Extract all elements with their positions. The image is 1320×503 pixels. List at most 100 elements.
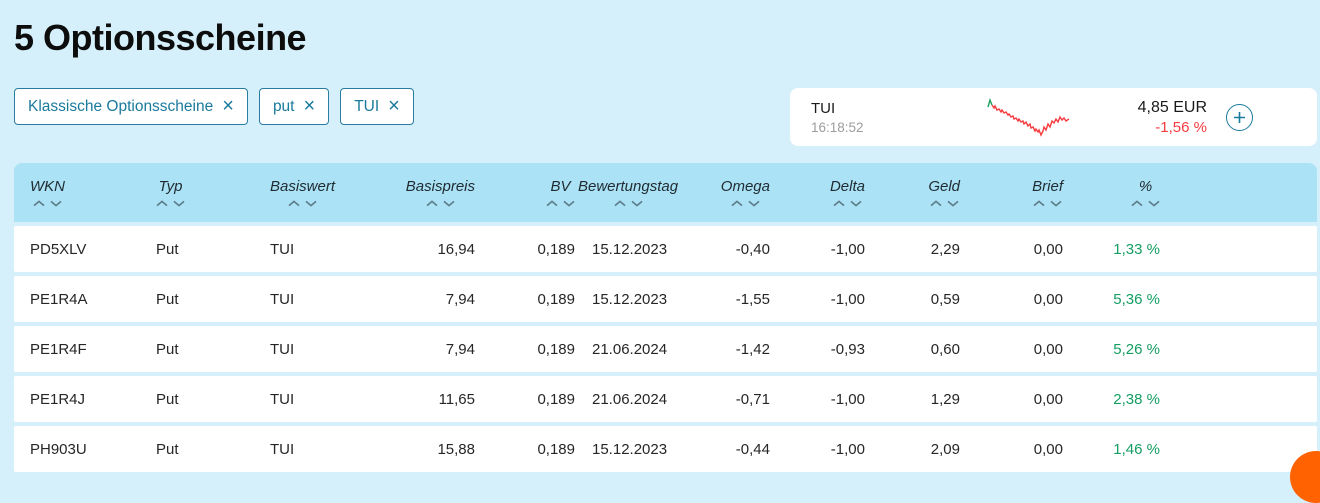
sort-header-bewertungstag[interactable]: Bewertungstag [575, 163, 697, 222]
sort-icons [288, 200, 317, 207]
sort-desc-icon[interactable] [748, 200, 760, 207]
sort-header-typ[interactable]: Typ [154, 163, 266, 222]
quote-card[interactable]: TUI 16:18:52 4,85 EUR -1,56 % [790, 88, 1317, 146]
filter-chip-put[interactable]: put × [258, 88, 330, 125]
cell-delta: -1,00 [830, 390, 865, 408]
quote-time: 16:18:52 [811, 119, 864, 135]
sort-icons [33, 200, 62, 207]
add-watchlist-button[interactable] [1226, 103, 1253, 131]
cell-percent: 5,36 % [1113, 290, 1160, 308]
cell-geld: 0,59 [930, 290, 960, 308]
sort-asc-icon[interactable] [731, 200, 743, 207]
sort-desc-icon[interactable] [850, 200, 862, 207]
cell-bewertungstag: 21.06.2024 [592, 340, 668, 358]
cell-bv: 0,189 [537, 390, 575, 408]
sort-desc-icon[interactable] [631, 200, 643, 207]
table-row[interactable]: PD5XLV Put TUI 16,94 0,189 15.12.2023 -0… [14, 226, 1317, 272]
cell-delta: -0,93 [830, 340, 865, 358]
sort-asc-icon[interactable] [546, 200, 558, 207]
options-table: WKN Typ Basiswert Basispreis BV Bewertun… [14, 163, 1317, 472]
sort-header-brief[interactable]: Brief [960, 163, 1063, 222]
cell-basispreis: 7,94 [445, 340, 475, 358]
page-title: 5 Optionsscheine [14, 17, 307, 58]
cell-wkn: PE1R4F [30, 340, 87, 358]
column-label: Geld [928, 178, 960, 195]
sort-asc-icon[interactable] [426, 200, 438, 207]
cell-brief: 0,00 [1033, 290, 1063, 308]
table-row[interactable]: PE1R4A Put TUI 7,94 0,189 15.12.2023 -1,… [14, 276, 1317, 322]
sort-header-bv[interactable]: BV [475, 163, 575, 222]
sort-asc-icon[interactable] [614, 200, 626, 207]
filter-chip-tui[interactable]: TUI × [340, 88, 414, 125]
sort-asc-icon[interactable] [930, 200, 942, 207]
sort-asc-icon[interactable] [833, 200, 845, 207]
sort-icons [930, 200, 959, 207]
column-label: Typ [158, 178, 183, 195]
cell-brief: 0,00 [1033, 390, 1063, 408]
cell-bv: 0,189 [537, 440, 575, 458]
cell-typ: Put [156, 440, 179, 458]
cell-omega: -0,44 [735, 440, 770, 458]
remove-filter-icon[interactable]: × [388, 94, 400, 117]
table-row[interactable]: PE1R4F Put TUI 7,94 0,189 21.06.2024 -1,… [14, 326, 1317, 372]
cell-percent: 2,38 % [1113, 390, 1160, 408]
sort-header-wkn[interactable]: WKN [14, 163, 154, 222]
filter-chip-klassische-optionsscheine[interactable]: Klassische Optionsscheine × [14, 88, 248, 125]
sort-desc-icon[interactable] [947, 200, 959, 207]
sort-icons [426, 200, 455, 207]
sort-desc-icon[interactable] [305, 200, 317, 207]
cell-omega: -1,55 [735, 290, 770, 308]
cell-omega: -0,40 [735, 240, 770, 258]
cell-geld: 2,29 [930, 240, 960, 258]
sort-header-delta[interactable]: Delta [770, 163, 865, 222]
sort-header-basispreis[interactable]: Basispreis [374, 163, 475, 222]
cell-geld: 2,09 [930, 440, 960, 458]
column-label: Bewertungstag [578, 178, 679, 195]
column-label: Omega [720, 178, 770, 195]
sparkline-chart [987, 97, 1070, 137]
sort-desc-icon[interactable] [1148, 200, 1160, 207]
sort-icons [546, 200, 575, 207]
sort-asc-icon[interactable] [156, 200, 168, 207]
table-header: WKN Typ Basiswert Basispreis BV Bewertun… [14, 163, 1317, 222]
cell-bewertungstag: 21.06.2024 [592, 390, 668, 408]
sort-desc-icon[interactable] [50, 200, 62, 207]
filter-chip-label: TUI [354, 97, 380, 115]
column-label: BV [550, 178, 571, 195]
remove-filter-icon[interactable]: × [303, 94, 316, 117]
table-row[interactable]: PH903U Put TUI 15,88 0,189 15.12.2023 -0… [14, 426, 1317, 472]
instrument-name: TUI [811, 99, 836, 117]
quote-instrument: TUI 16:18:52 [811, 100, 985, 135]
sort-desc-icon[interactable] [443, 200, 455, 207]
cell-typ: Put [156, 390, 179, 408]
sort-header-percent[interactable]: % [1063, 163, 1160, 222]
sort-header-basiswert[interactable]: Basiswert [266, 163, 374, 222]
sort-header-geld[interactable]: Geld [865, 163, 960, 222]
sort-asc-icon[interactable] [1033, 200, 1045, 207]
remove-filter-icon[interactable]: × [222, 94, 234, 117]
cell-typ: Put [156, 240, 179, 258]
cell-percent: 1,33 % [1113, 240, 1160, 258]
sort-asc-icon[interactable] [33, 200, 45, 207]
cell-percent: 5,26 % [1113, 340, 1160, 358]
sort-desc-icon[interactable] [563, 200, 575, 207]
sort-header-omega[interactable]: Omega [697, 163, 770, 222]
cell-omega: -1,42 [735, 340, 770, 358]
cell-typ: Put [156, 340, 179, 358]
cell-bv: 0,189 [537, 240, 575, 258]
cell-geld: 0,60 [930, 340, 960, 358]
cell-bewertungstag: 15.12.2023 [592, 290, 668, 308]
column-label: % [1138, 178, 1153, 195]
sort-desc-icon[interactable] [1050, 200, 1062, 207]
column-label: WKN [30, 178, 65, 195]
cell-brief: 0,00 [1033, 240, 1063, 258]
cell-basispreis: 7,94 [445, 290, 475, 308]
cell-bewertungstag: 15.12.2023 [592, 240, 668, 258]
cell-basispreis: 16,94 [437, 240, 475, 258]
sort-desc-icon[interactable] [173, 200, 185, 207]
cell-bv: 0,189 [537, 340, 575, 358]
sort-asc-icon[interactable] [288, 200, 300, 207]
quote-change: -1,56 % [1155, 118, 1207, 136]
sort-asc-icon[interactable] [1131, 200, 1143, 207]
table-row[interactable]: PE1R4J Put TUI 11,65 0,189 21.06.2024 -0… [14, 376, 1317, 422]
